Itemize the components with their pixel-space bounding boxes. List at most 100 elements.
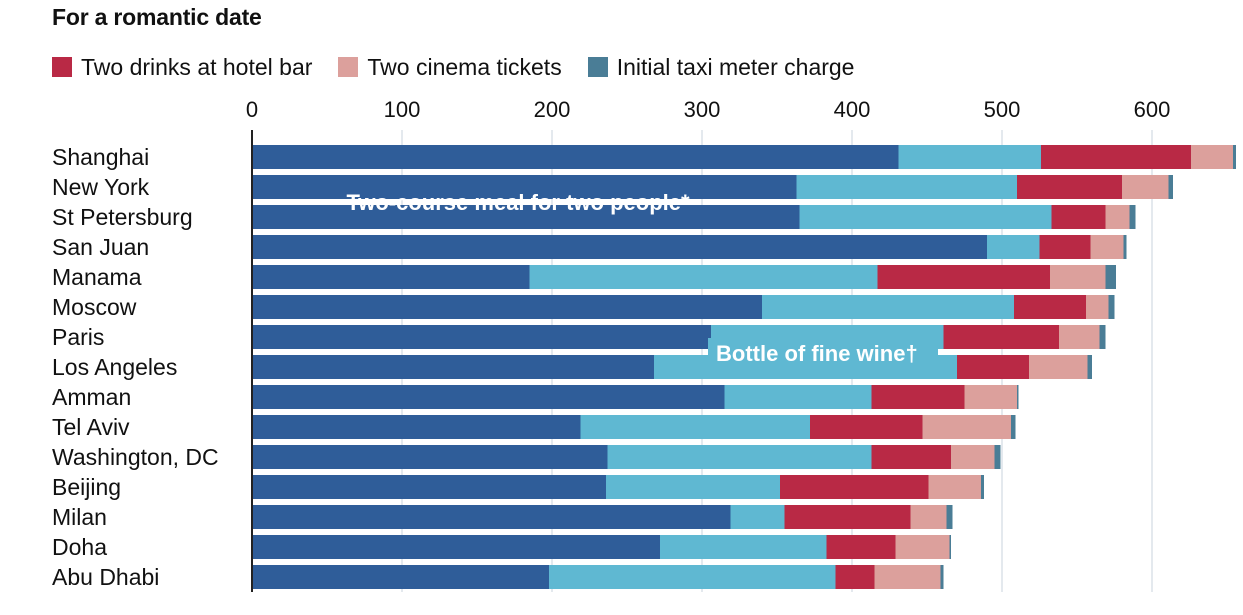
category-label-manama: Manama	[52, 264, 142, 290]
category-label-san-juan: San Juan	[52, 234, 149, 260]
bar-milan-two-course-meal-for-two-people	[252, 505, 731, 529]
category-label-moscow: Moscow	[52, 294, 137, 320]
bar-manama-two-course-meal-for-two-people	[252, 265, 530, 289]
bar-paris-two-course-meal-for-two-people	[252, 325, 711, 349]
legend-swatch-hotel-bar	[52, 57, 72, 77]
bar-manama-two-cinema-tickets	[1050, 265, 1106, 289]
bar-st-petersburg-bottle-of-fine-wine	[799, 205, 1052, 229]
bar-moscow-initial-taxi-meter-charge	[1108, 295, 1115, 319]
legend-item-taxi-charge: Initial taxi meter charge	[587, 53, 855, 81]
bar-st-petersburg-two-cinema-tickets	[1105, 205, 1130, 229]
bar-new-york-bottle-of-fine-wine	[796, 175, 1017, 199]
bar-san-juan-bottle-of-fine-wine	[987, 235, 1040, 259]
x-tick-label-0: 0	[246, 97, 258, 122]
bar-moscow-bottle-of-fine-wine	[762, 295, 1014, 319]
bar-washington-dc-initial-taxi-meter-charge	[994, 445, 1001, 469]
bar-manama-bottle-of-fine-wine	[529, 265, 878, 289]
bar-beijing-two-course-meal-for-two-people	[252, 475, 606, 499]
bar-amman-bottle-of-fine-wine	[724, 385, 872, 409]
bar-milan-initial-taxi-meter-charge	[946, 505, 953, 529]
legend-swatch-taxi-charge	[587, 57, 608, 77]
bar-beijing-two-cinema-tickets	[928, 475, 981, 499]
bar-abu-dhabi-two-cinema-tickets	[874, 565, 941, 589]
bar-doha-initial-taxi-meter-charge	[949, 535, 951, 559]
bar-washington-dc-two-course-meal-for-two-people	[252, 445, 608, 469]
bar-milan-two-drinks-at-hotel-bar	[784, 505, 911, 529]
bar-milan-two-cinema-tickets	[910, 505, 947, 529]
annotation-wine: Bottle of fine wine†	[716, 341, 918, 366]
bar-abu-dhabi-two-drinks-at-hotel-bar	[835, 565, 875, 589]
category-label-milan: Milan	[52, 504, 107, 530]
x-tick-label-600: 600	[1134, 97, 1171, 122]
x-tick-label-200: 200	[534, 97, 571, 122]
bar-shanghai-two-drinks-at-hotel-bar	[1041, 145, 1191, 169]
bar-shanghai-bottle-of-fine-wine	[898, 145, 1041, 169]
bar-beijing-bottle-of-fine-wine	[606, 475, 780, 499]
annotation-meal: Two-course meal for two people*	[346, 190, 690, 215]
bar-new-york-two-drinks-at-hotel-bar	[1017, 175, 1122, 199]
chart-title: For a romantic date	[52, 4, 262, 30]
bar-doha-bottle-of-fine-wine	[660, 535, 827, 559]
bar-tel-aviv-initial-taxi-meter-charge	[1011, 415, 1016, 439]
bar-san-juan-two-course-meal-for-two-people	[252, 235, 987, 259]
bar-milan-bottle-of-fine-wine	[730, 505, 785, 529]
bar-shanghai-initial-taxi-meter-charge	[1233, 145, 1236, 169]
bar-washington-dc-two-drinks-at-hotel-bar	[871, 445, 951, 469]
bar-doha-two-cinema-tickets	[895, 535, 950, 559]
bar-doha-two-drinks-at-hotel-bar	[826, 535, 896, 559]
bar-tel-aviv-two-course-meal-for-two-people	[252, 415, 581, 439]
bar-abu-dhabi-bottle-of-fine-wine	[549, 565, 836, 589]
bar-shanghai-two-cinema-tickets	[1191, 145, 1233, 169]
legend-label-taxi-charge: Initial taxi meter charge	[616, 53, 855, 80]
bar-new-york-initial-taxi-meter-charge	[1168, 175, 1173, 199]
bar-amman-two-drinks-at-hotel-bar	[871, 385, 965, 409]
bar-moscow-two-cinema-tickets	[1086, 295, 1109, 319]
bar-new-york-two-course-meal-for-two-people	[252, 175, 797, 199]
legend-label-cinema-tickets: Two cinema tickets	[367, 53, 562, 80]
category-label-shanghai: Shanghai	[52, 144, 149, 170]
bar-tel-aviv-two-drinks-at-hotel-bar	[810, 415, 923, 439]
bar-amman-two-cinema-tickets	[964, 385, 1017, 409]
category-label-st-petersburg: St Petersburg	[52, 204, 193, 230]
bar-amman-two-course-meal-for-two-people	[252, 385, 725, 409]
bar-beijing-initial-taxi-meter-charge	[981, 475, 984, 499]
category-label-beijing: Beijing	[52, 474, 121, 500]
bar-san-juan-initial-taxi-meter-charge	[1123, 235, 1127, 259]
bar-st-petersburg-two-drinks-at-hotel-bar	[1051, 205, 1106, 229]
bar-doha-two-course-meal-for-two-people	[252, 535, 660, 559]
bar-san-juan-two-drinks-at-hotel-bar	[1039, 235, 1091, 259]
bar-los-angeles-two-drinks-at-hotel-bar	[957, 355, 1029, 379]
bar-amman-initial-taxi-meter-charge	[1017, 385, 1019, 409]
bar-st-petersburg-two-course-meal-for-two-people	[252, 205, 800, 229]
bar-moscow-two-course-meal-for-two-people	[252, 295, 762, 319]
legend-swatch-cinema-tickets	[338, 57, 359, 77]
annotation-wine-background	[708, 338, 938, 368]
category-label-doha: Doha	[52, 534, 107, 560]
bar-washington-dc-bottle-of-fine-wine	[607, 445, 872, 469]
category-label-new-york: New York	[52, 174, 150, 200]
legend-item-hotel-bar: Two drinks at hotel bar	[52, 54, 312, 81]
x-tick-label-100: 100	[384, 97, 421, 122]
x-tick-label-300: 300	[684, 97, 721, 122]
bar-los-angeles-two-cinema-tickets	[1029, 355, 1088, 379]
category-label-abu-dhabi: Abu Dhabi	[52, 564, 159, 590]
bar-beijing-two-drinks-at-hotel-bar	[780, 475, 929, 499]
x-tick-label-400: 400	[834, 97, 871, 122]
legend-item-cinema-tickets: Two cinema tickets	[338, 53, 562, 81]
category-label-tel-aviv: Tel Aviv	[52, 414, 130, 440]
bar-abu-dhabi-two-course-meal-for-two-people	[252, 565, 549, 589]
bar-paris-initial-taxi-meter-charge	[1099, 325, 1106, 349]
category-label-los-angeles: Los Angeles	[52, 354, 177, 380]
bar-st-petersburg-initial-taxi-meter-charge	[1129, 205, 1136, 229]
bar-los-angeles-initial-taxi-meter-charge	[1087, 355, 1092, 379]
bar-paris-two-cinema-tickets	[1059, 325, 1100, 349]
bar-new-york-two-cinema-tickets	[1122, 175, 1169, 199]
bar-san-juan-two-cinema-tickets	[1090, 235, 1124, 259]
bar-tel-aviv-two-cinema-tickets	[922, 415, 1011, 439]
bar-abu-dhabi-initial-taxi-meter-charge	[940, 565, 944, 589]
bar-manama-two-drinks-at-hotel-bar	[877, 265, 1050, 289]
bar-los-angeles-two-course-meal-for-two-people	[252, 355, 654, 379]
bar-tel-aviv-bottle-of-fine-wine	[580, 415, 810, 439]
bar-moscow-two-drinks-at-hotel-bar	[1014, 295, 1086, 319]
